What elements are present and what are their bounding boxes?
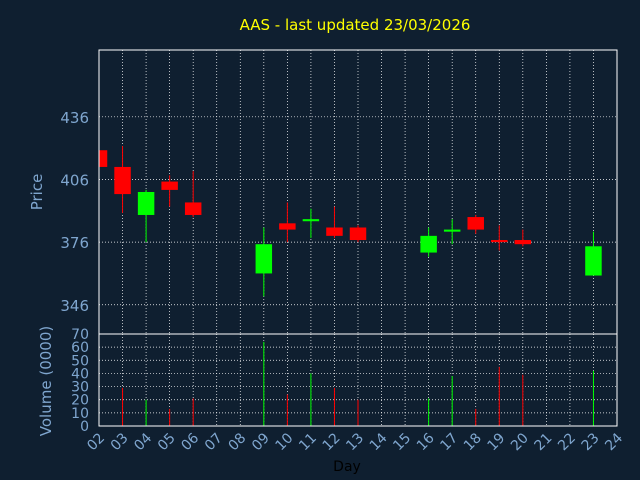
price-tick-label: 436 [60, 109, 89, 127]
candle-body [585, 246, 602, 276]
x-tick-label: 16 [414, 430, 438, 454]
candle-05 [161, 175, 178, 207]
candle-09 [255, 227, 273, 297]
x-tick-label: 14 [367, 430, 391, 454]
x-tick-label: 24 [602, 430, 626, 454]
price-tick-label: 406 [60, 171, 89, 189]
x-tick-label: 04 [131, 430, 155, 454]
x-tick-label: 10 [273, 430, 297, 454]
x-tick-label: 22 [555, 430, 579, 454]
candle-10 [279, 202, 296, 243]
candle-body [326, 227, 343, 236]
volume-panel-frame [98, 333, 618, 427]
candle-04 [137, 189, 155, 243]
x-tick-label: 11 [296, 430, 320, 454]
x-tick-label: 12 [320, 430, 344, 454]
candle-body [184, 202, 202, 215]
candle-body [420, 235, 437, 253]
x-tick-label: 08 [225, 430, 249, 454]
candle-body [114, 166, 131, 195]
volume-tick-label: 70 [71, 327, 89, 343]
volume-tick-label: 0 [80, 419, 89, 435]
candle-body [99, 150, 108, 167]
price-tick-label: 346 [60, 297, 89, 315]
x-tick-label: 15 [390, 430, 414, 454]
volume-tick-label: 30 [71, 380, 89, 396]
candle-12 [326, 206, 343, 238]
candle-18 [467, 214, 484, 234]
chart-title: AAS - last updated 23/03/2026 [240, 16, 471, 34]
x-tick-label: 23 [579, 430, 603, 454]
candle-13 [349, 225, 367, 243]
candle-body [137, 192, 155, 215]
x-tick-label: 19 [484, 430, 508, 454]
x-tick-label: 20 [508, 430, 532, 454]
candle-body [467, 217, 484, 230]
x-tick-label: 18 [461, 430, 485, 454]
frames [98, 49, 618, 427]
volume-tick-label: 20 [71, 393, 89, 409]
candle-body [491, 240, 508, 243]
x-tick-label: 17 [437, 430, 461, 454]
candle-16 [420, 227, 437, 257]
x-tick-label: 07 [202, 430, 226, 454]
volume-tick-label: 60 [71, 340, 89, 356]
x-tick-label: 21 [532, 430, 556, 454]
price-axis-label: Price [28, 174, 46, 211]
candle-body [161, 181, 178, 190]
volume-tick-label: 40 [71, 366, 89, 382]
candle-17 [443, 219, 461, 245]
candle-02 [98, 148, 108, 167]
candle-body [302, 219, 320, 222]
x-tick-label: 13 [343, 430, 367, 454]
volume-tick-label: 10 [71, 406, 89, 422]
candle-body [443, 229, 461, 232]
labels: AAS - last updated 23/03/2026 Price Volu… [28, 16, 626, 475]
candle-06 [184, 171, 202, 218]
x-tick-label: 09 [249, 430, 273, 454]
candle-body [514, 240, 532, 245]
candle-body [255, 244, 273, 274]
volume-tick-label: 50 [71, 353, 89, 369]
x-tick-label: 05 [155, 430, 179, 454]
candle-body [279, 223, 296, 230]
x-axis-label: Day [333, 459, 361, 475]
candle-11 [302, 208, 320, 238]
x-tick-label: 06 [178, 430, 202, 454]
candle-19 [491, 225, 508, 251]
volume-axis-label: Volume (0000) [37, 326, 55, 436]
candle-body [349, 227, 367, 241]
candle-23 [585, 231, 602, 276]
price-tick-label: 376 [60, 234, 89, 252]
candles [98, 146, 602, 297]
x-tick-label: 03 [108, 430, 132, 454]
candle-20 [514, 229, 532, 247]
volume-bars [122, 341, 594, 426]
candle-03 [114, 146, 131, 213]
